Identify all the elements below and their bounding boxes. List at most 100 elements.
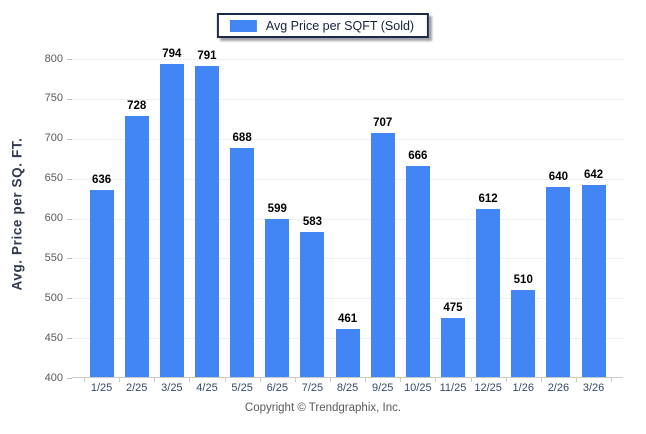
y-tick-label: 500 — [44, 291, 63, 304]
x-tick-label: 9/25 — [371, 382, 394, 394]
x-tick — [259, 378, 261, 382]
x-tick-label: 4/25 — [196, 382, 218, 394]
x-tick-label: 7/25 — [301, 382, 324, 394]
x-tick — [575, 378, 577, 382]
x-tick-label: 6/25 — [266, 382, 288, 394]
x-tick-label: 12/25 — [474, 382, 502, 394]
y-tick-label: 750 — [44, 92, 63, 105]
y-tick-label: 600 — [44, 212, 63, 224]
x-tick — [329, 378, 331, 382]
bar-group: 688 — [225, 59, 260, 378]
x-axis-line — [72, 377, 623, 378]
x-tick — [224, 378, 226, 382]
y-tick — [67, 138, 72, 140]
x-tick-label: 2/26 — [547, 382, 570, 394]
y-tick-label: 800 — [44, 52, 63, 65]
y-tick — [67, 338, 72, 340]
bar — [89, 189, 114, 378]
x-tick — [119, 378, 121, 382]
bar-group: 791 — [189, 50, 224, 378]
legend: Avg Price per SQFT (Sold) — [216, 13, 430, 38]
x-tick-label: 2/25 — [126, 382, 148, 394]
x-tick-label: 11/25 — [439, 382, 467, 394]
gridline — [72, 298, 623, 300]
y-tick — [67, 298, 72, 300]
bar — [440, 318, 465, 378]
bar-value-label: 707 — [373, 117, 393, 130]
x-tick — [84, 378, 85, 382]
bars-container: 636 728 794 791 688 599 583 461 707 666 475 612 510 6… — [72, 48, 623, 378]
y-tick — [67, 218, 72, 220]
y-tick-label: 400 — [44, 371, 63, 384]
y-tick-label: 650 — [44, 172, 63, 185]
x-tick — [470, 378, 472, 382]
bar-group: 612 — [471, 59, 506, 378]
x-tick — [365, 378, 367, 382]
gridline — [72, 138, 623, 140]
x-tick-label: 1/26 — [512, 382, 534, 394]
x-tick-label: 8/25 — [336, 382, 359, 394]
bar-value-label: 612 — [478, 192, 498, 205]
bar — [476, 208, 501, 378]
bar-group: 728 — [119, 59, 154, 378]
bar-value-label: 642 — [583, 169, 604, 181]
legend-label: Avg Price per SQFT (Sold) — [265, 18, 415, 33]
y-tick — [67, 378, 72, 379]
x-tick — [154, 378, 156, 382]
x-tick — [505, 378, 507, 382]
gridline — [72, 258, 623, 260]
y-axis-labels: 400 450 500 550 600 650 700 750 800 — [0, 53, 72, 384]
gridline — [72, 218, 623, 220]
bar — [370, 133, 395, 378]
x-tick-label: 5/25 — [231, 382, 253, 394]
bar-value-label: 636 — [91, 173, 112, 186]
bar — [546, 186, 571, 378]
y-tick — [67, 178, 72, 180]
x-tick — [189, 378, 191, 382]
legend-swatch-icon — [229, 19, 257, 32]
bar-value-label: 728 — [127, 100, 147, 113]
x-axis-labels: 1/25 2/25 3/25 4/25 5/25 6/25 7/25 8/25 9/25 10/2… — [72, 382, 623, 394]
bar — [335, 329, 360, 378]
x-tick-label: 1/25 — [90, 382, 113, 394]
bar-group: 510 — [506, 59, 541, 378]
gridline — [72, 98, 623, 100]
y-tick — [67, 59, 72, 60]
bar — [511, 290, 536, 378]
gridline — [72, 59, 623, 60]
bar-value-label: 461 — [337, 313, 358, 326]
bar-group: 599 — [260, 59, 295, 378]
y-tick-label: 450 — [44, 331, 63, 344]
x-tick — [611, 378, 612, 382]
y-tick — [67, 258, 72, 260]
bar-value-label: 666 — [408, 149, 428, 162]
x-tick-label: 3/25 — [161, 382, 183, 394]
bar — [300, 232, 325, 378]
bar-value-label: 510 — [513, 274, 533, 287]
bar-group: 666 — [400, 59, 435, 378]
bar-group: 640 — [541, 59, 576, 378]
bar-value-label: 583 — [302, 216, 322, 229]
y-tick-label: 550 — [44, 251, 63, 264]
bar-value-label: 599 — [267, 203, 287, 216]
bar-group: 475 — [435, 59, 470, 378]
bar — [230, 148, 255, 378]
x-tick — [400, 378, 402, 382]
bar-group: 583 — [295, 59, 330, 378]
bar-value-label: 791 — [197, 50, 217, 63]
bar — [265, 219, 290, 378]
plot-area: 636 728 794 791 688 599 583 461 707 666 475 612 510 6… — [72, 48, 623, 382]
bar — [581, 185, 606, 378]
x-tick — [435, 378, 437, 382]
bar-value-label: 475 — [443, 302, 463, 315]
x-tick-label: 3/26 — [582, 382, 605, 394]
y-tick — [67, 98, 72, 100]
bar-group: 642 — [576, 59, 611, 378]
bar-group: 794 — [154, 48, 189, 378]
bar-group: 636 — [84, 59, 119, 378]
x-tick — [294, 378, 296, 382]
bar-value-label: 688 — [232, 132, 252, 145]
gridline — [72, 178, 623, 180]
bar-value-label: 640 — [548, 170, 568, 183]
